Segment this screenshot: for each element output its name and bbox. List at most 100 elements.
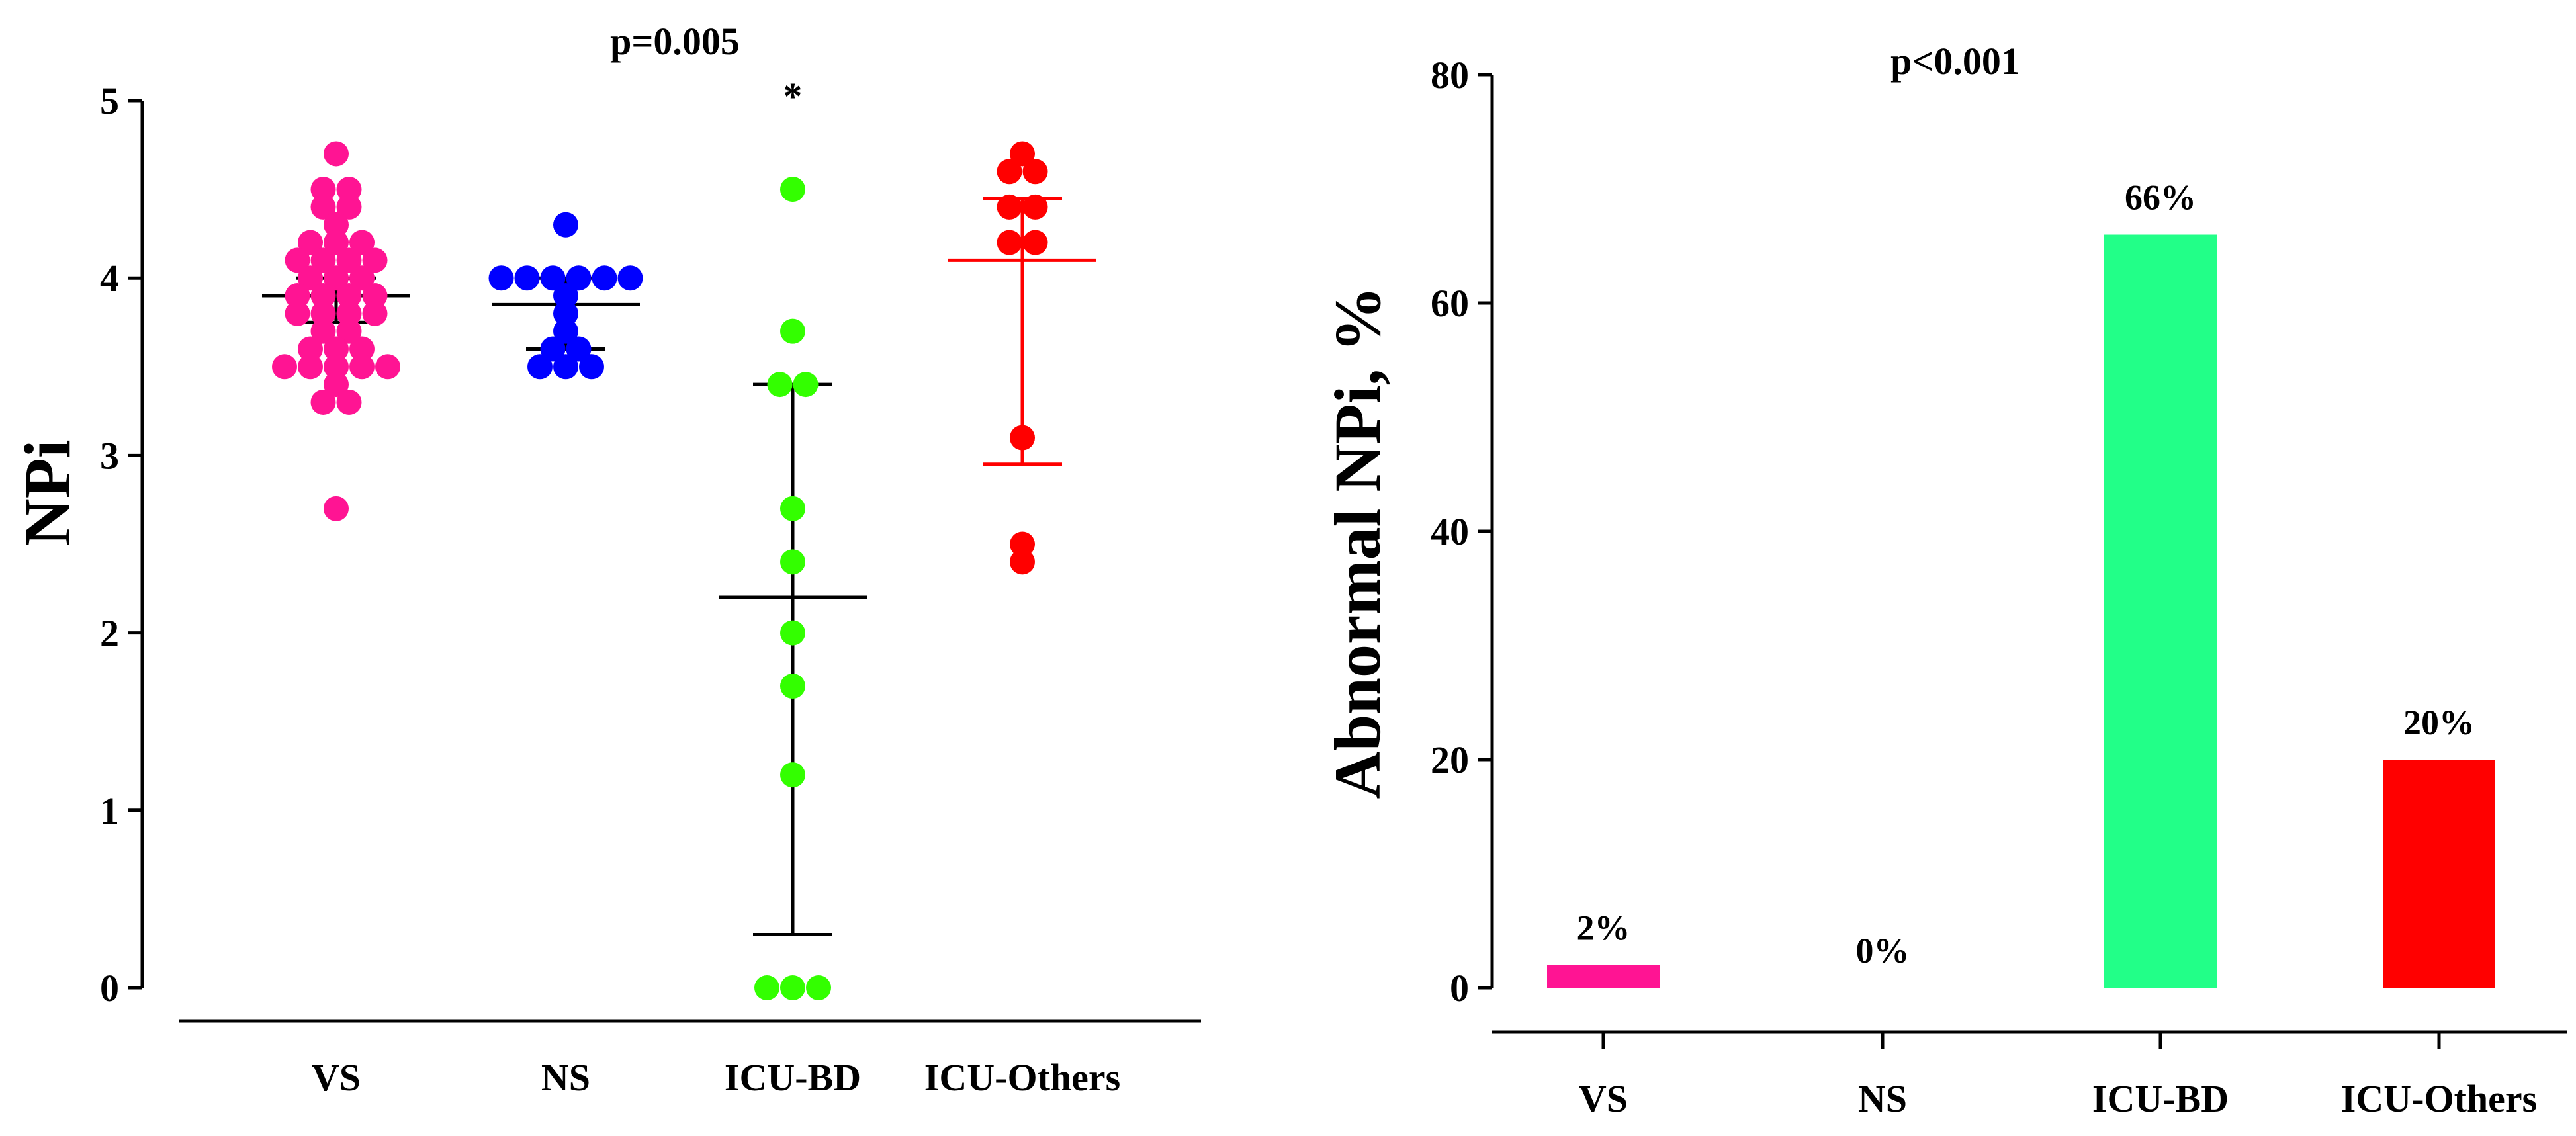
data-point [540, 336, 566, 362]
significance-asterisk: * [783, 75, 803, 118]
data-point [514, 265, 540, 291]
data-point [310, 194, 336, 220]
right-x-tick-label: NS [1858, 1077, 1907, 1120]
data-point [349, 354, 375, 380]
data-point [336, 283, 362, 309]
data-point [324, 496, 349, 521]
data-point [780, 762, 805, 788]
left-x-tick-label: VS [312, 1056, 361, 1099]
data-point [336, 318, 362, 344]
data-point [566, 336, 592, 362]
data-point [488, 265, 514, 291]
data-point [806, 975, 831, 1000]
data-point [285, 300, 310, 326]
left-title: p=0.005 [610, 20, 740, 63]
data-point [336, 300, 362, 326]
data-point [540, 265, 566, 291]
data-point [767, 372, 793, 398]
left-y-tick-label: 3 [100, 434, 119, 477]
data-point [324, 141, 349, 167]
data-point [324, 230, 349, 255]
data-point [324, 265, 349, 291]
data-point [997, 194, 1022, 220]
data-point [527, 354, 553, 380]
data-point [375, 354, 400, 380]
data-point [553, 212, 578, 238]
data-point [298, 354, 323, 380]
data-point [298, 336, 323, 362]
data-point [310, 300, 336, 326]
bar-value-label: 0% [1856, 931, 1910, 971]
bar-value-label: 2% [1577, 908, 1630, 948]
data-point [780, 318, 805, 344]
data-point [780, 674, 805, 699]
data-point [997, 159, 1022, 185]
bar-value-label: 66% [2125, 178, 2196, 218]
right-y-tick-label: 0 [1450, 967, 1469, 1010]
right-title: p<0.001 [1890, 40, 2020, 83]
right-x-tick-label: ICU-Others [2341, 1077, 2537, 1120]
data-point [298, 265, 323, 291]
left-x-tick-label: ICU-Others [924, 1056, 1120, 1099]
data-point [780, 177, 805, 202]
data-point [1022, 230, 1048, 255]
right-y-tick-label: 80 [1431, 54, 1469, 97]
data-point [1022, 194, 1048, 220]
data-point [1010, 425, 1035, 451]
right-x-tick-labels: VS NS ICU-BD ICU-Others [1579, 1032, 2537, 1120]
data-point [298, 230, 323, 255]
data-point [336, 194, 362, 220]
left-y-tick-label: 2 [100, 612, 119, 655]
left-y-tick-label: 1 [100, 789, 119, 832]
right-y-tick-label: 40 [1431, 510, 1469, 553]
data-point [362, 300, 388, 326]
data-point [997, 230, 1022, 255]
data-point [780, 620, 805, 646]
data-point [754, 975, 779, 1000]
data-point [780, 975, 805, 1000]
data-point [780, 496, 805, 521]
right-y-tick-label: 60 [1431, 282, 1469, 325]
bar-value-label: 20% [2403, 703, 2475, 742]
data-point [336, 389, 362, 415]
right-bars [1547, 234, 2495, 988]
data-point [780, 549, 805, 575]
data-point [617, 265, 643, 291]
data-point [793, 372, 819, 398]
bar [1547, 965, 1660, 988]
data-point [310, 283, 336, 309]
data-point [310, 389, 336, 415]
data-point [1010, 141, 1035, 167]
right-value-labels: 2% 0% 66% 20% [1577, 178, 2475, 971]
data-point [310, 247, 336, 273]
data-point [349, 265, 375, 291]
data-point [553, 300, 578, 326]
left-y-tick-label: 5 [100, 79, 119, 122]
data-point [324, 336, 349, 362]
data-point [592, 265, 617, 291]
data-point [349, 336, 375, 362]
data-point [285, 247, 310, 273]
right-x-tick-label: VS [1579, 1077, 1628, 1120]
data-point [285, 283, 310, 309]
data-point [553, 354, 578, 380]
left-y-axis-title: NPi [11, 439, 84, 546]
right-x-tick-label: ICU-BD [2092, 1077, 2229, 1120]
left-y-tick-label: 4 [100, 257, 119, 300]
data-point [553, 283, 578, 309]
data-point [553, 318, 578, 344]
data-point [272, 354, 297, 380]
data-point [336, 177, 362, 202]
left-y-tick-label: 0 [100, 967, 119, 1010]
left-x-tick-label: NS [541, 1056, 590, 1099]
data-point [336, 247, 362, 273]
right-y-tick-label: 20 [1431, 738, 1469, 781]
data-point [310, 318, 336, 344]
left-median-iqr [262, 197, 1096, 937]
data-point [324, 354, 349, 380]
left-x-tick-label: ICU-BD [725, 1056, 861, 1099]
left-y-axis: 0 1 2 3 4 5 [100, 79, 144, 1010]
data-point [362, 283, 388, 309]
